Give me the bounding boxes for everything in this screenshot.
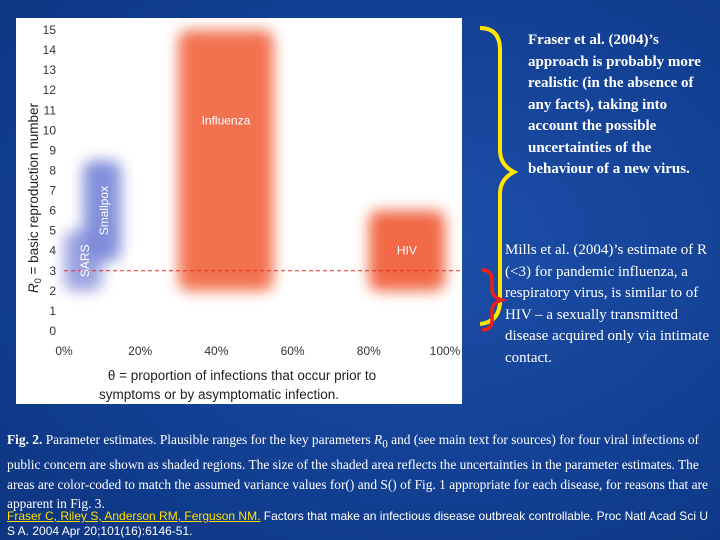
y-axis-label: R0 = basic reproduction number (26, 103, 43, 293)
annotation-braces (479, 26, 519, 332)
region-label-smallpox: Smallpox (97, 186, 111, 235)
caption-text-2: and (see main text for sources) for four… (7, 432, 708, 512)
region-label-sars: SARS (78, 244, 92, 277)
y-tick-label: 7 (49, 184, 56, 198)
y-tick-label: 5 (49, 224, 56, 238)
fraser-note: Fraser et al. (2004)’s approach is proba… (528, 32, 701, 177)
x-axis-label-line2: symptoms or by asymptomatic infection. (99, 387, 339, 402)
y-tick-label: 1 (49, 304, 56, 318)
caption-text-1: Parameter estimates. Plausible ranges fo… (42, 432, 375, 447)
y-tick-label: 4 (49, 244, 56, 258)
x-tick-label: 40% (204, 344, 228, 358)
y-tick-label: 8 (49, 163, 56, 177)
region-label-influenza: Influenza (202, 113, 251, 127)
y-tick-label: 12 (43, 83, 57, 97)
y-tick-label: 10 (43, 123, 57, 137)
caption-r0-sub: 0 (382, 438, 388, 451)
mills-note: Mills et al. (2004)’s estimate of R (<3)… (505, 242, 710, 366)
chart-panel: Smallpox Influenza SARS HIV 0 1 2 3 4 5 6 7 8 9 10 11 1… (16, 18, 462, 404)
x-tick-label: 0% (55, 344, 73, 358)
y-tick-label: 0 (49, 324, 56, 338)
x-tick-label: 20% (128, 344, 152, 358)
y-tick-label: 9 (49, 143, 56, 157)
x-tick-label: 60% (281, 344, 305, 358)
y-tick-label: 11 (44, 103, 57, 117)
yellow-brace (479, 26, 519, 326)
citation-rest: Factors that make an infectious disease … (7, 509, 708, 538)
region-label-hiv: HIV (397, 244, 417, 258)
red-brace (481, 268, 509, 332)
caption-r0: R (374, 432, 383, 447)
y-tick-label: 2 (49, 284, 56, 298)
y-tick-label: 14 (43, 43, 57, 57)
y-tick-label: 6 (49, 204, 56, 218)
y-tick-label: 13 (43, 63, 57, 77)
region-influenza (178, 30, 274, 291)
citation: Fraser C, Riley S, Anderson RM, Ferguson… (7, 509, 715, 539)
x-axis-label-line1: θ = proportion of infections that occur … (108, 368, 376, 383)
x-tick-label: 80% (357, 344, 381, 358)
citation-authors-link[interactable]: Fraser C, Riley S, Anderson RM, Ferguson… (7, 509, 261, 523)
region-sars (64, 230, 103, 291)
figure-label: Fig. 2. (7, 432, 43, 447)
y-tick-label: 15 (43, 23, 57, 37)
figure-caption: Fig. 2. Parameter estimates. Plausible r… (7, 430, 715, 514)
y-tick-label: 3 (49, 264, 56, 278)
x-tick-label: 100% (430, 344, 461, 358)
